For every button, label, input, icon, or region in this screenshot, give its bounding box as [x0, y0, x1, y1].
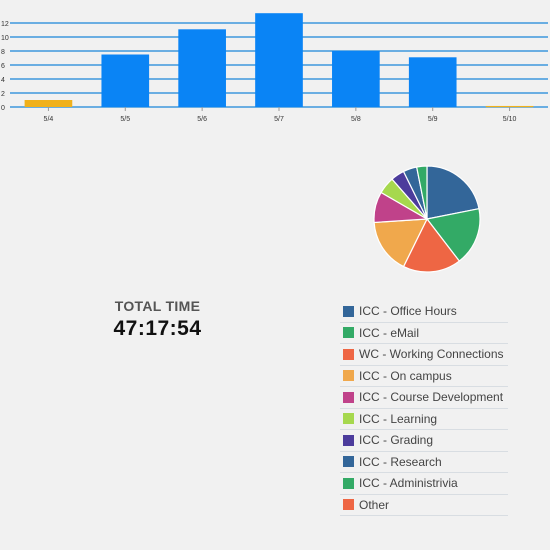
daily-hours-bar-chart: 0 2 4 6 8 10 12 5/4 5/5 5/6 5/7 5/8 5/9 5/10	[1, 13, 548, 123]
total-time-value: 47:17:54	[113, 317, 202, 340]
pie-slice[interactable]	[415, 165, 428, 220]
y-tick-label: 8	[1, 49, 5, 56]
pie-legend: ICC - Office Hours ICC - eMail WC - Workin…	[340, 301, 508, 516]
legend-swatch	[343, 370, 354, 382]
y-tick-label: 4	[1, 77, 5, 84]
x-tick-label: 5/10	[503, 116, 517, 123]
category-pie-chart	[373, 165, 481, 273]
legend-swatch	[343, 348, 354, 360]
legend-item[interactable]: Other	[340, 495, 508, 516]
bar[interactable]	[408, 57, 457, 107]
legend-label: ICC - Research	[359, 454, 442, 469]
pie-slice[interactable]	[426, 165, 480, 220]
x-tick-label: 5/7	[274, 116, 284, 123]
legend-item[interactable]: ICC - Administrivia	[340, 473, 508, 495]
bar[interactable]	[24, 100, 73, 107]
legend-item[interactable]: ICC - Grading	[340, 430, 508, 452]
legend-label: ICC - Grading	[359, 433, 434, 448]
total-time-summary: TOTAL TIME 47:17:54	[100, 298, 215, 341]
legend-swatch	[343, 413, 354, 425]
y-tick-label: 10	[1, 35, 9, 42]
y-tick-label: 2	[1, 91, 5, 98]
bar[interactable]	[255, 13, 303, 108]
pie-slice[interactable]	[402, 217, 461, 273]
legend-label: ICC - Administrivia	[359, 476, 458, 491]
legend-swatch	[343, 499, 354, 511]
bar[interactable]	[485, 105, 534, 108]
legend-swatch	[343, 456, 354, 468]
legend-label: Other	[359, 497, 390, 512]
legend-label: ICC - Office Hours	[359, 304, 457, 319]
x-tick-label: 5/4	[44, 116, 54, 123]
x-tick-label: 5/9	[428, 116, 438, 123]
x-tick-label: 5/8	[351, 116, 361, 123]
total-time-label: TOTAL TIME	[114, 298, 201, 314]
legend-item[interactable]: ICC - Course Development	[340, 387, 508, 409]
y-tick-label: 12	[1, 21, 9, 28]
legend-label: ICC - eMail	[359, 325, 420, 340]
x-tick-label: 5/5	[120, 116, 130, 123]
y-tick-label: 6	[1, 63, 5, 70]
bar[interactable]	[101, 54, 150, 108]
pie-slice[interactable]	[373, 218, 428, 268]
legend-swatch	[343, 477, 354, 489]
legend-swatch	[343, 305, 354, 317]
pie-slice[interactable]	[425, 207, 481, 262]
legend-label: ICC - Learning	[359, 411, 438, 426]
bar[interactable]	[332, 51, 380, 107]
legend-swatch	[343, 327, 354, 339]
legend-item[interactable]: ICC - eMail	[340, 323, 508, 344]
legend-label: WC - Working Connections	[359, 347, 504, 362]
legend-item[interactable]: ICC - Office Hours	[340, 301, 508, 323]
legend-label: ICC - On campus	[359, 368, 452, 383]
x-tick-label: 5/6	[197, 116, 207, 123]
legend-swatch	[343, 391, 354, 403]
legend-item[interactable]: ICC - Learning	[340, 409, 508, 430]
legend-item[interactable]: ICC - Research	[340, 452, 508, 473]
legend-item[interactable]: WC - Working Connections	[340, 344, 508, 366]
legend-label: ICC - Course Development	[359, 390, 504, 405]
y-tick-label: 0	[1, 105, 5, 112]
bar[interactable]	[178, 29, 226, 107]
legend-item[interactable]: ICC - On campus	[340, 366, 508, 387]
legend-swatch	[343, 434, 354, 446]
